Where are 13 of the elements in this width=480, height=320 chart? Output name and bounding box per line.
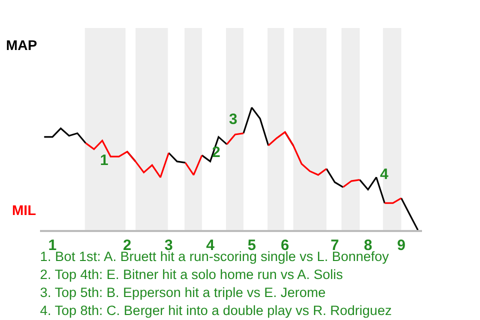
annotation: 1	[100, 152, 108, 169]
text: MAP	[6, 37, 38, 53]
x-tick-label: 5	[248, 237, 256, 254]
x-tick-label: 1	[48, 237, 57, 254]
x-tick-label: 9	[397, 237, 406, 254]
text: 2. Top 4th: E. Bitner hit a solo home run vs A. Solis	[40, 267, 344, 282]
annotation: 3	[229, 111, 238, 128]
text: 3. Top 5th: B. Epperson hit a triple vs E. Jerome	[40, 285, 326, 300]
x-tick-label: 4	[206, 237, 216, 254]
text: MIL	[12, 202, 37, 218]
annotation: 4	[380, 166, 389, 183]
x-tick-label: 8	[364, 237, 372, 254]
text: 4. Top 8th: C. Berger hit into a double play vs R. Rodriguez	[40, 303, 392, 318]
